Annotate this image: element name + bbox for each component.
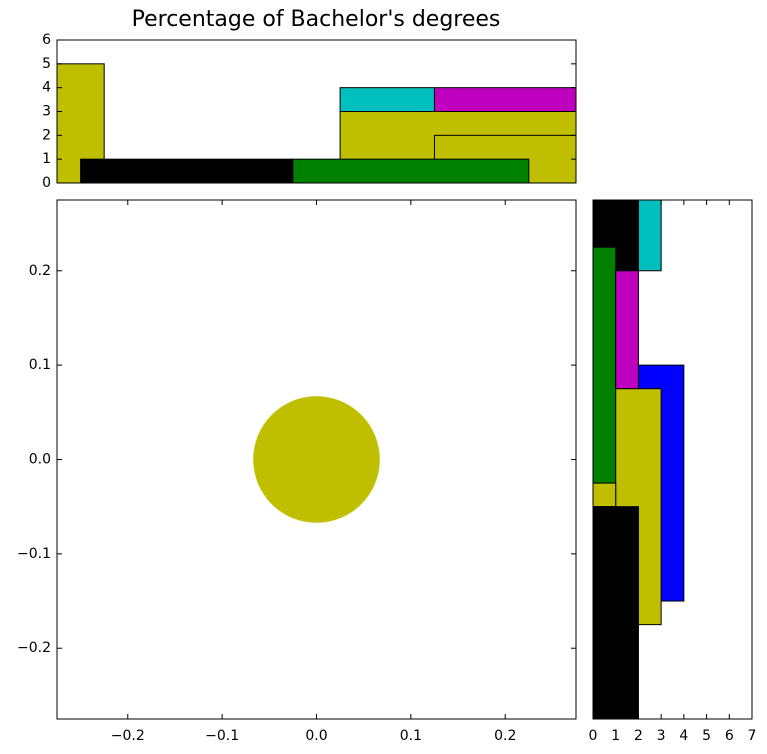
histogram-bar xyxy=(615,270,639,390)
histogram-bar xyxy=(433,87,577,112)
histogram-bar xyxy=(592,506,639,720)
scatter-point xyxy=(253,396,380,523)
x-tick-label: 7 xyxy=(748,728,757,744)
x-tick-label: 3 xyxy=(657,728,666,744)
y-tick-label: 6 xyxy=(42,32,51,48)
x-tick-label: 0 xyxy=(589,728,598,744)
x-tick-label: −0.1 xyxy=(205,728,239,744)
y-tick-label: 0 xyxy=(42,175,51,191)
x-tick-label: −0.2 xyxy=(111,728,145,744)
y-tick-label: 0.2 xyxy=(29,263,51,279)
y-tick-label: 4 xyxy=(42,80,51,96)
y-tick-label: 1 xyxy=(42,151,51,167)
histogram-bar xyxy=(592,246,617,484)
y-tick-label: 5 xyxy=(42,56,51,72)
x-tick-label: 6 xyxy=(725,728,734,744)
x-tick-label: 1 xyxy=(611,728,620,744)
x-tick-label: 2 xyxy=(634,728,643,744)
histogram-bar xyxy=(292,158,530,184)
x-tick-label: 0.1 xyxy=(400,728,422,744)
histogram-bar xyxy=(339,87,435,112)
y-tick-label: −0.2 xyxy=(17,640,51,656)
y-tick-label: 3 xyxy=(42,104,51,120)
x-tick-label: 0.0 xyxy=(305,728,327,744)
x-tick-label: 5 xyxy=(702,728,711,744)
histogram-bar xyxy=(80,158,294,184)
histogram-bar xyxy=(637,199,662,272)
x-tick-label: 4 xyxy=(679,728,688,744)
y-tick-label: 0.1 xyxy=(29,357,51,373)
axes-frame xyxy=(592,199,753,720)
y-tick-label: 2 xyxy=(42,127,51,143)
chart-title: Percentage of Bachelor's degrees xyxy=(132,7,501,32)
x-tick-label: 0.2 xyxy=(494,728,516,744)
histogram-bar xyxy=(592,482,617,508)
y-tick-label: −0.1 xyxy=(17,546,51,562)
y-tick-label: 0.0 xyxy=(29,452,51,468)
